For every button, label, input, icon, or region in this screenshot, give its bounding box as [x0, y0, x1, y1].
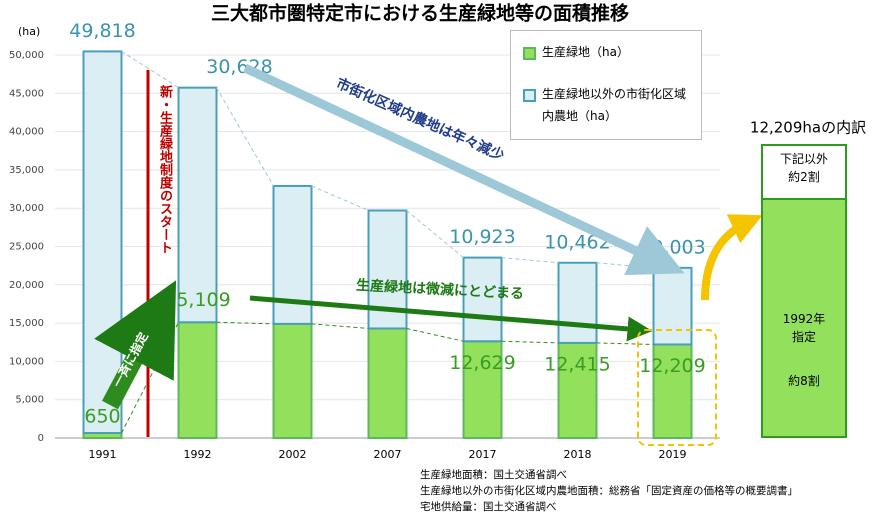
bar [462, 256, 503, 343]
y-tick-label: 25,000 [9, 242, 44, 253]
x-tick-label: 2002 [279, 448, 307, 461]
chart-title: 三大都市圏特定市における生産緑地等の面積推移 [211, 2, 629, 25]
y-axis-label: (ha) [18, 25, 40, 38]
legend: 生産緑地（ha） 生産緑地以外の市街化区域内農地（ha） [510, 30, 702, 140]
other-box [761, 144, 847, 200]
source-note: 宅地供給量：国土交通省調べ [420, 500, 557, 513]
bar [177, 321, 218, 439]
y-tick-label: 15,000 [9, 318, 44, 329]
legend-item: 生産緑地（ha） [523, 41, 693, 63]
data-label: 12,415 [544, 353, 610, 375]
connector [596, 262, 654, 269]
decline-arrow [243, 63, 685, 276]
breakdown-label: 下記以外 約2割 [779, 152, 828, 184]
breakdown-label: 約8割 [788, 374, 820, 388]
bar [652, 266, 693, 346]
legend-swatch [523, 47, 536, 60]
x-tick-label: 2017 [469, 448, 497, 461]
breakdown-arrow [701, 214, 763, 301]
x-tick-label: 2007 [374, 448, 402, 461]
data-label: 12,629 [449, 352, 515, 374]
y-tick-label: 40,000 [9, 127, 44, 138]
x-tick-label: 2019 [659, 448, 687, 461]
legend-label: 生産緑地（ha） [542, 45, 629, 59]
legend-label: 生産緑地以外の市街化区域内農地（ha） [542, 87, 687, 123]
designate-arrow [94, 280, 177, 410]
y-tick-label: 5,000 [15, 395, 44, 406]
connector [216, 87, 274, 187]
connector [501, 340, 559, 344]
data-label: 49,818 [69, 20, 135, 42]
connector [406, 327, 464, 342]
x-tick-label: 1992 [184, 448, 212, 461]
connector [501, 257, 559, 264]
data-label: 650 [84, 406, 120, 428]
x-tick-label: 1991 [89, 448, 117, 461]
bar [272, 322, 313, 439]
bar [462, 340, 503, 440]
connector [311, 185, 369, 211]
y-tick-label: 10,000 [9, 356, 44, 367]
y-tick-label: 45,000 [9, 88, 44, 99]
y-tick-label: 50,000 [9, 50, 44, 61]
y-tick-label: 35,000 [9, 165, 44, 176]
slight-arrow [249, 295, 653, 342]
highlight-box [637, 329, 717, 446]
data-label: 15,109 [164, 289, 230, 311]
designated-box [761, 198, 847, 438]
y-tick-label: 0 [38, 433, 44, 444]
source-note: 生産緑地以外の市街化区域内農地面積：総務省「固定資産の価格等の概要調書」 [420, 484, 798, 497]
data-label: 10,923 [449, 226, 515, 248]
x-tick-label: 2018 [564, 448, 592, 461]
bar [177, 86, 218, 324]
connector [311, 323, 369, 329]
y-tick-label: 20,000 [9, 280, 44, 291]
data-label: 10,462 [544, 231, 610, 253]
bar [557, 261, 598, 344]
connector [121, 50, 179, 89]
legend-item: 生産緑地以外の市街化区域内農地（ha） [523, 83, 693, 127]
connector [596, 342, 654, 345]
y-tick-label: 30,000 [9, 203, 44, 214]
breakdown-label: 1992年 指定 [782, 312, 826, 344]
source-note: 生産緑地面積：国土交通省調べ [420, 468, 567, 481]
legend-swatch [523, 89, 536, 102]
annotation: 新・生産緑地制度のスタート [157, 85, 172, 254]
connector [406, 210, 464, 258]
bar [367, 327, 408, 440]
connector [216, 321, 274, 325]
breakdown-title: 12,209haの内訳 [750, 119, 866, 137]
data-label: 12,209 [639, 355, 705, 377]
